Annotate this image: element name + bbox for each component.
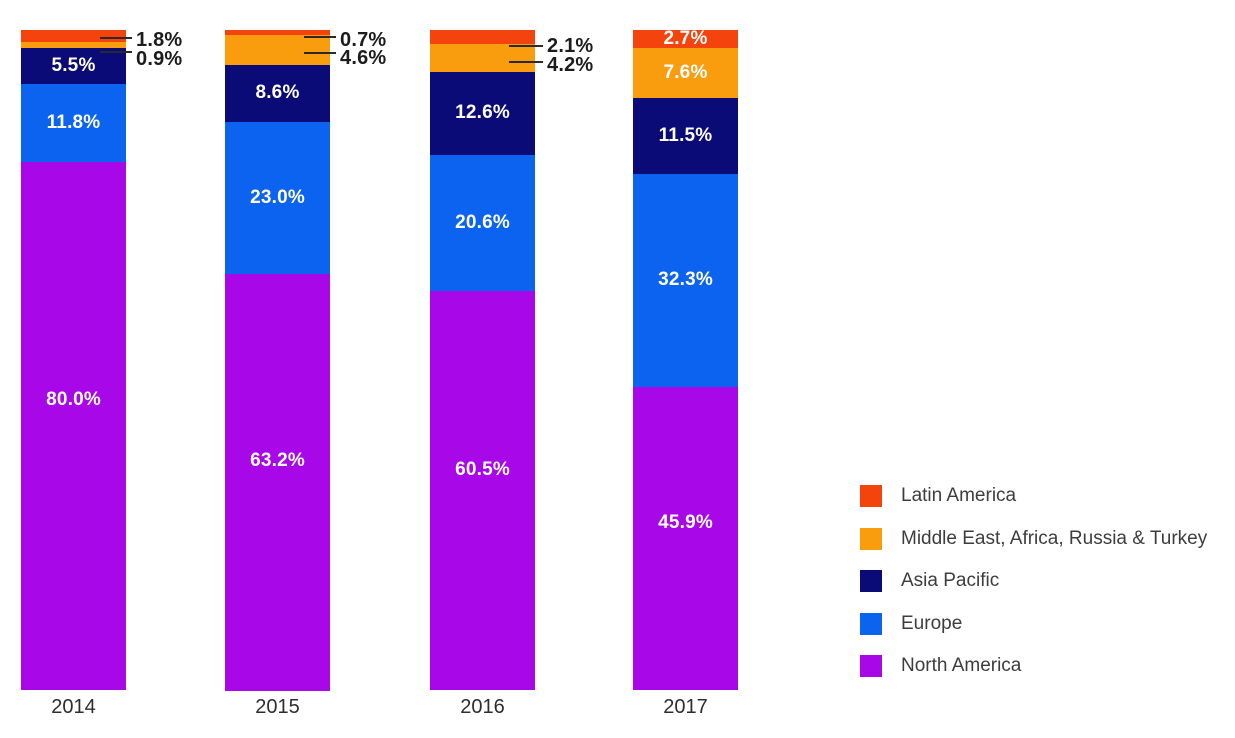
segment-latin-america-2017: 2.7%: [633, 27, 738, 49]
callout-leader-line: [509, 61, 543, 63]
x-axis-label-2014: 2014: [51, 696, 96, 718]
callout-leader-line: [304, 52, 336, 54]
bar-2015: 8.6% 23.0% 63.2%: [225, 30, 330, 691]
value-label: 5.5%: [51, 54, 96, 76]
value-label: 11.5%: [658, 124, 713, 146]
value-label: 20.6%: [455, 211, 510, 233]
legend-label: Middle East, Africa, Russia & Turkey: [901, 527, 1208, 549]
segment-middle-east-africa-russia-turkey-2014: [21, 41, 126, 48]
legend-label: Asia Pacific: [901, 570, 1000, 591]
value-label: 32.3%: [658, 269, 713, 291]
segment-europe-2016: 20.6%: [430, 154, 535, 291]
segment-latin-america-2016: [430, 30, 535, 44]
segment-asia-pacific-2015: 8.6%: [225, 64, 330, 122]
segment-north-america-2015: 63.2%: [225, 273, 330, 691]
value-label: 45.9%: [658, 512, 713, 534]
legend-label: Europe: [901, 612, 963, 634]
callout-label-latin-america-2015: 0.7%: [340, 29, 387, 51]
value-label: 63.2%: [250, 450, 305, 472]
segment-asia-pacific-2014: 5.5%: [21, 47, 126, 85]
segment-north-america-2016: 60.5%: [430, 290, 535, 690]
callout-leader-line: [509, 45, 543, 47]
segment-middle-east-africa-russia-turkey-2016: [430, 43, 535, 72]
legend-swatch-middle-east-africa-russia-turkey: [860, 527, 882, 550]
legend-item-asia-pacific: Asia Pacific: [860, 570, 999, 592]
value-label: 7.6%: [663, 61, 708, 83]
value-label: 12.6%: [455, 102, 510, 124]
x-axis-label-2015: 2015: [255, 696, 300, 718]
segment-europe-2014: 11.8%: [21, 84, 126, 162]
callout-label-middle-east-africa-russia-turkey-2016: 4.2%: [547, 54, 594, 76]
callout-leader-line: [100, 37, 132, 39]
legend-item-north-america: North America: [860, 655, 1021, 677]
callout-label-middle-east-africa-russia-turkey-2014: 0.9%: [136, 48, 183, 70]
segment-middle-east-africa-russia-turkey-2015: [225, 34, 330, 65]
segment-middle-east-africa-russia-turkey-2017: 7.6%: [633, 47, 738, 98]
bar-2016: 12.6% 20.6% 60.5%: [430, 30, 535, 690]
legend-label: North America: [901, 655, 1022, 676]
legend-item-europe: Europe: [860, 612, 963, 635]
segment-north-america-2014: 80.0%: [21, 161, 126, 690]
callout-label-middle-east-africa-russia-turkey-2015: 4.6%: [340, 47, 387, 69]
callout-leader-line: [100, 51, 132, 53]
legend-swatch-north-america: [860, 655, 882, 677]
value-label: 80.0%: [46, 388, 101, 410]
value-label: 8.6%: [255, 82, 300, 104]
bar-2014: 5.5% 11.8% 80.0%: [21, 30, 126, 690]
value-label: 2.7%: [663, 27, 708, 49]
segment-latin-america-2014: [21, 30, 126, 42]
segment-europe-2017: 32.3%: [633, 173, 738, 388]
segment-latin-america-2015: [225, 30, 330, 35]
segment-asia-pacific-2016: 12.6%: [430, 71, 535, 155]
value-label: 60.5%: [455, 459, 510, 481]
segment-north-america-2017: 45.9%: [633, 387, 738, 690]
legend-swatch-latin-america: [860, 485, 882, 507]
segment-europe-2015: 23.0%: [225, 121, 330, 274]
value-label: 23.0%: [250, 186, 305, 208]
legend-swatch-europe: [860, 612, 882, 635]
legend-item-latin-america: Latin America: [860, 485, 1016, 507]
bar-2017: 2.7% 7.6% 11.5% 32.3% 45.9%: [633, 27, 738, 690]
x-axis-label-2017: 2017: [663, 696, 708, 718]
legend-item-middle-east-africa-russia-turkey: Middle East, Africa, Russia & Turkey: [860, 527, 1208, 550]
callout-label-latin-america-2016: 2.1%: [547, 35, 594, 57]
value-label: 11.8%: [46, 112, 101, 134]
x-axis-label-2016: 2016: [460, 696, 505, 718]
callout-label-latin-america-2014: 1.8%: [136, 29, 183, 51]
legend-label: Latin America: [901, 485, 1017, 506]
segment-asia-pacific-2017: 11.5%: [633, 97, 738, 174]
callout-leader-line: [304, 36, 336, 38]
legend-swatch-asia-pacific: [860, 570, 882, 592]
